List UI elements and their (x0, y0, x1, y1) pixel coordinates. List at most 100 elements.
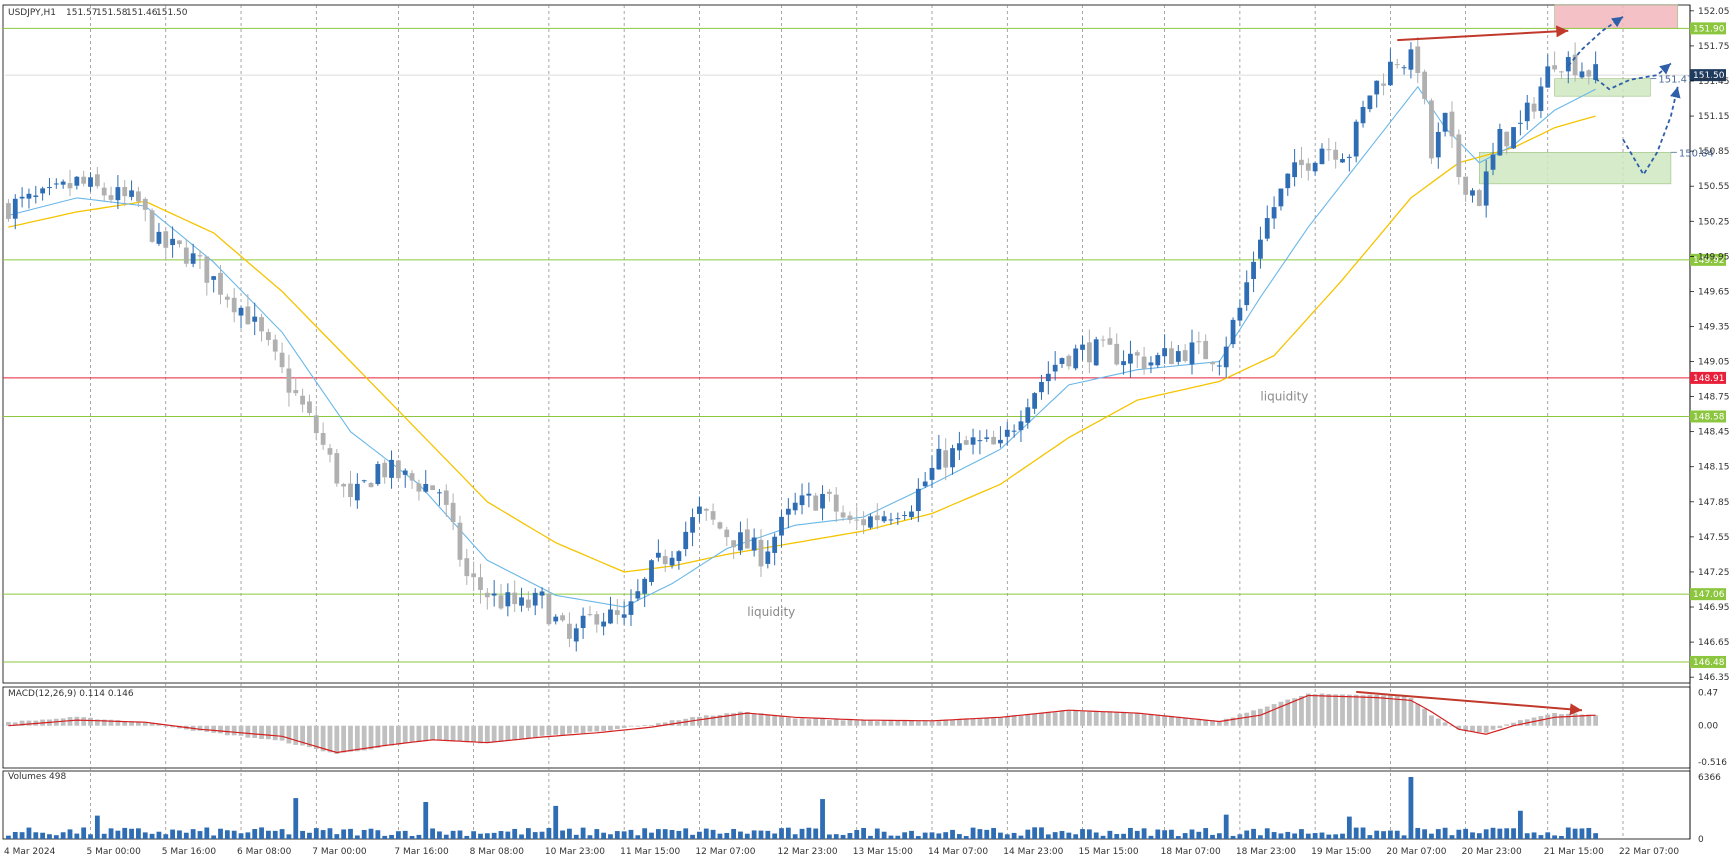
candle-body (765, 551, 771, 564)
macd-hist-bar (697, 716, 702, 726)
volume-bar (204, 827, 210, 839)
volume-bar (1237, 834, 1243, 839)
macd-hist-bar (484, 725, 490, 743)
volume-bar (1039, 827, 1044, 839)
macd-hist-bar (307, 725, 312, 748)
macd-hist-bar (1100, 711, 1106, 726)
volume-bar (1531, 832, 1537, 839)
candle-body (874, 515, 880, 521)
volume-bar (279, 829, 285, 839)
macd-hist-bar (717, 714, 723, 726)
macd-hist-bar (539, 725, 545, 736)
candle-body (963, 440, 969, 445)
volume-bar (1100, 835, 1106, 839)
candle-body (614, 610, 620, 615)
volume-bar (218, 828, 223, 839)
price-tick-label: 148.75 (1698, 393, 1730, 403)
macd-hist-bar (450, 725, 456, 742)
axes-layer: 152.05 151.75 151.45 151.15 150.85 150.55 150.… (4, 7, 1730, 857)
annotation-liquidity-0: liquidity (747, 605, 795, 619)
macd-hist-bar (991, 718, 996, 726)
candle-body (744, 529, 750, 549)
macd-hist-bar (929, 721, 935, 726)
candle-body (710, 511, 716, 520)
ohlc-header-symbol: USDJPY,H1 (8, 8, 56, 18)
level-badge-4 (1690, 588, 1726, 601)
level-badge-3 (1690, 410, 1726, 423)
macd-hist-bar (861, 719, 866, 726)
volume-bar (847, 833, 853, 839)
candle-body (977, 440, 983, 442)
volume-bar (416, 834, 422, 839)
macd-hist-bar (744, 711, 750, 726)
volume-bar (697, 831, 702, 839)
time-tick-label: 13 Mar 15:00 (853, 847, 913, 857)
volume-bar (512, 828, 518, 839)
volume-bar (1476, 833, 1482, 839)
volume-bar (156, 831, 162, 839)
macd-hist-bar (136, 722, 141, 726)
volume-bar (676, 830, 682, 839)
volume-bar (1394, 830, 1400, 839)
volume-bar (1442, 827, 1448, 839)
price-tick-label: 152.05 (1698, 7, 1730, 17)
volume-bar (368, 828, 374, 839)
volume-bar (1483, 829, 1489, 839)
macd-hist-bar (1565, 713, 1571, 726)
macd-hist-bar (1052, 712, 1058, 726)
candle-body (799, 495, 805, 506)
volume-bar (1565, 827, 1571, 839)
volume-bar (991, 827, 996, 839)
macd-hist-bar (1408, 698, 1414, 726)
candle-body (1456, 134, 1462, 178)
candle-body (1244, 282, 1250, 306)
volume-bar (478, 833, 483, 839)
candle-body (402, 470, 408, 475)
candle-body (512, 592, 518, 605)
macd-hist-bar (1292, 698, 1298, 726)
macd-hist-bar (245, 725, 251, 738)
macd-hist-bar (649, 724, 654, 726)
macd-hist-bar (1490, 725, 1496, 730)
macd-hist-bar (1066, 710, 1072, 726)
level-badge-text-2: 148.91 (1693, 374, 1725, 384)
volume-bar (744, 833, 750, 839)
macd-hist-bar (505, 725, 511, 741)
volume-bar (1449, 835, 1455, 839)
macd-hist-bar (1381, 695, 1386, 726)
candle-body (156, 231, 162, 244)
volume-bar (936, 833, 942, 839)
ohlc-header-close: 151.50 (156, 8, 188, 18)
candle-body (950, 448, 955, 468)
volume-bar (1203, 828, 1209, 839)
volume-bar (1504, 828, 1510, 839)
candle-body (813, 495, 819, 511)
price-tick-label: 148.45 (1698, 428, 1730, 438)
candle-body (984, 437, 990, 439)
volume-bar (1490, 827, 1496, 839)
macd-hist-bar (888, 720, 894, 726)
macd-hist-bar (286, 725, 292, 744)
volume-tick-label: 0 (1698, 835, 1704, 845)
macd-hist-bar (1073, 710, 1079, 726)
volume-bar (1360, 827, 1366, 839)
volume-bar (642, 828, 648, 839)
candle-body (970, 437, 976, 445)
volume-bar (450, 830, 456, 839)
candle-body (382, 462, 388, 478)
candle-body (943, 450, 949, 468)
volume-bar (1251, 828, 1256, 839)
volume-bar (245, 832, 251, 839)
current-price-badge-text: 151.50 (1693, 71, 1725, 81)
volume-bar (1552, 835, 1557, 839)
candle-body (266, 332, 271, 341)
macd-hist-bar (806, 719, 812, 726)
macd-hist-bar (1018, 715, 1024, 726)
macd-hist-bar (1271, 704, 1277, 726)
candle-body (293, 390, 299, 394)
candle-body (806, 493, 812, 496)
volume-bar (1367, 835, 1373, 839)
candle-body (341, 484, 347, 487)
time-tick-label: 20 Mar 07:00 (1386, 847, 1446, 857)
candle-body (567, 623, 572, 639)
